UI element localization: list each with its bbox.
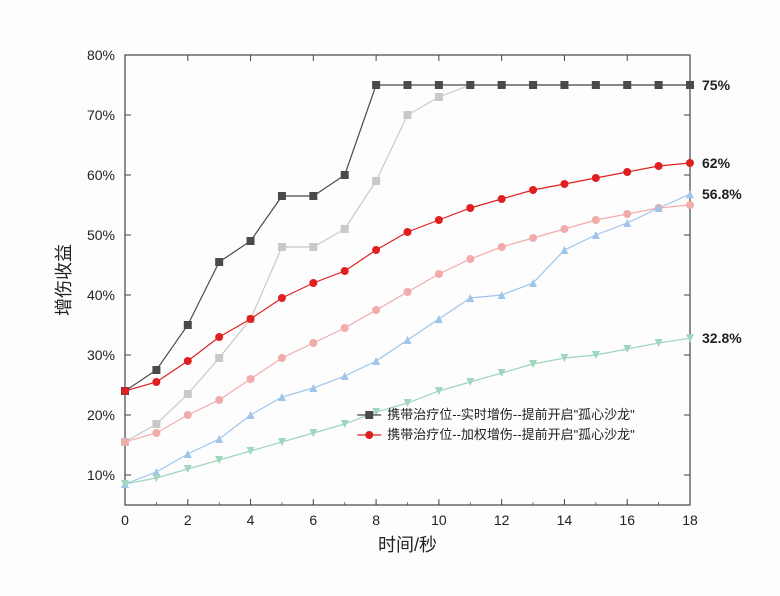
xtick-label: 12 (494, 512, 510, 528)
end-label: 56.8% (702, 186, 742, 202)
xtick-label: 4 (247, 512, 255, 528)
legend-label: 携带治疗位--实时增伤--提前开启"孤心沙龙" (387, 407, 635, 422)
end-label: 75% (702, 77, 731, 93)
ytick-label: 50% (87, 227, 115, 243)
xtick-label: 6 (309, 512, 317, 528)
ytick-label: 40% (87, 287, 115, 303)
chart-container: 0 2 4 6 8 10 12 14 16 18 10% 20% 30% 40% 50% 60% 70% 80% 时… (0, 0, 780, 596)
ytick-label: 10% (87, 467, 115, 483)
legend-label: 携带治疗位--加权增伤--提前开启"孤心沙龙" (387, 427, 635, 442)
xtick-label: 8 (372, 512, 380, 528)
xtick-label: 14 (557, 512, 573, 528)
xtick-label: 18 (682, 512, 698, 528)
end-label: 32.8% (702, 330, 742, 346)
x-axis-label: 时间/秒 (378, 535, 437, 555)
end-label: 62% (702, 155, 731, 171)
chart-svg: 0 2 4 6 8 10 12 14 16 18 10% 20% 30% 40% 50% 60% 70% 80% 时… (0, 0, 780, 596)
ytick-label: 30% (87, 347, 115, 363)
xtick-label: 0 (121, 512, 129, 528)
ytick-label: 20% (87, 407, 115, 423)
xtick-label: 16 (619, 512, 635, 528)
ytick-label: 80% (87, 47, 115, 63)
ytick-label: 70% (87, 107, 115, 123)
xtick-label: 10 (431, 512, 447, 528)
ytick-label: 60% (87, 167, 115, 183)
y-axis-label: 增伤收益 (54, 244, 74, 316)
xtick-label: 2 (184, 512, 192, 528)
